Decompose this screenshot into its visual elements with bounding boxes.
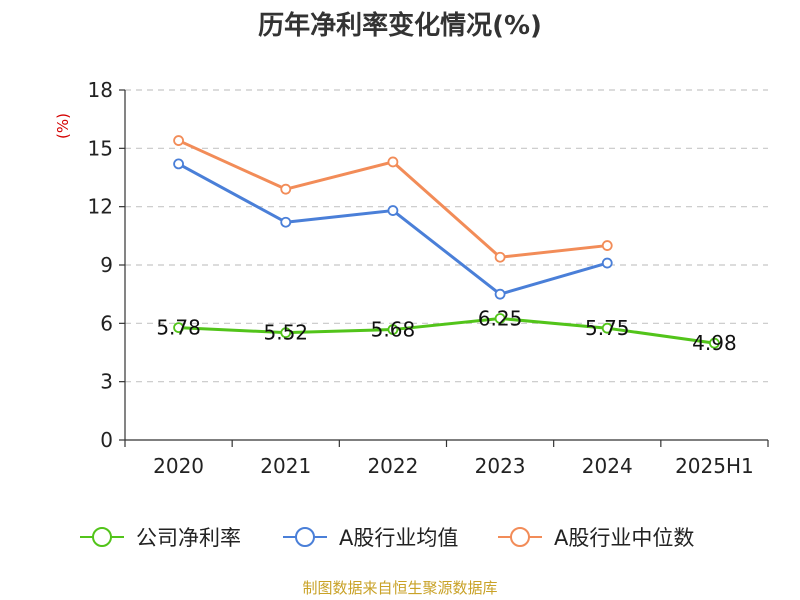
series-2 bbox=[173, 135, 613, 263]
axes: 0 3 6 9 12 15 18 2020 2021 2022 2023 2024 2025H1 bbox=[88, 78, 769, 478]
y-axis-unit: (%) bbox=[54, 113, 72, 139]
data-point bbox=[387, 324, 399, 335]
legend-marker bbox=[295, 527, 315, 547]
data-point bbox=[173, 158, 184, 170]
legend-label: A股行业均值 bbox=[339, 526, 458, 550]
data-label: 5.52 bbox=[263, 321, 308, 345]
series-1 bbox=[173, 158, 613, 300]
y-tick-label-6: 6 bbox=[100, 311, 113, 335]
data-point bbox=[709, 337, 720, 349]
y-tick-label-12: 12 bbox=[88, 195, 113, 219]
legend-label: 公司净利率 bbox=[136, 526, 241, 550]
data-point bbox=[280, 216, 292, 228]
series-group bbox=[173, 135, 720, 349]
data-point bbox=[280, 327, 292, 339]
data-point bbox=[494, 251, 506, 263]
x-tick-label-2025H1: 2025H1 bbox=[675, 454, 754, 478]
legend-label: A股行业中位数 bbox=[554, 526, 694, 550]
data-point bbox=[387, 156, 399, 168]
y-tick-label-3: 3 bbox=[100, 370, 113, 394]
x-tick-label-2022: 2022 bbox=[367, 454, 418, 478]
series-0 bbox=[173, 313, 720, 349]
data-point bbox=[601, 240, 613, 251]
data-label: 6.25 bbox=[478, 306, 523, 330]
legend[interactable]: 公司净利率 A股行业均值 A股行业中位数 bbox=[80, 526, 694, 550]
y-tick-label-18: 18 bbox=[88, 78, 113, 102]
y-tick-label-0: 0 bbox=[100, 428, 113, 452]
data-point bbox=[280, 183, 292, 195]
data-point bbox=[173, 135, 184, 146]
data-point bbox=[173, 322, 184, 334]
data-label: 5.75 bbox=[585, 316, 630, 340]
x-tick-label-2020: 2020 bbox=[153, 454, 204, 478]
legend-item-2[interactable]: A股行业中位数 bbox=[498, 526, 694, 550]
legend-item-0[interactable]: 公司净利率 bbox=[80, 526, 241, 550]
data-point bbox=[601, 322, 613, 334]
data-label: 4.98 bbox=[692, 331, 737, 355]
data-point bbox=[387, 205, 399, 216]
data-point bbox=[601, 257, 613, 269]
x-tick-label-2024: 2024 bbox=[582, 454, 633, 478]
data-labels: 5.78 5.52 5.68 6.25 5.75 4.98 bbox=[156, 306, 736, 355]
data-label: 5.68 bbox=[371, 318, 416, 342]
series-line bbox=[178, 316, 715, 345]
x-tick-label-2021: 2021 bbox=[260, 454, 311, 478]
data-point bbox=[494, 288, 506, 300]
x-tick-label-2023: 2023 bbox=[475, 454, 526, 478]
y-tick-label-9: 9 bbox=[100, 253, 113, 277]
data-point bbox=[494, 313, 506, 324]
source-note: 制图数据来自恒生聚源数据库 bbox=[302, 579, 497, 597]
data-label: 5.78 bbox=[156, 316, 201, 340]
chart-title: 历年净利率变化情况(%) bbox=[258, 10, 542, 41]
series-line bbox=[177, 162, 608, 296]
y-tick-label-15: 15 bbox=[88, 136, 113, 160]
legend-item-1[interactable]: A股行业均值 bbox=[283, 526, 458, 550]
legend-marker bbox=[92, 527, 112, 547]
legend-marker bbox=[510, 527, 530, 547]
